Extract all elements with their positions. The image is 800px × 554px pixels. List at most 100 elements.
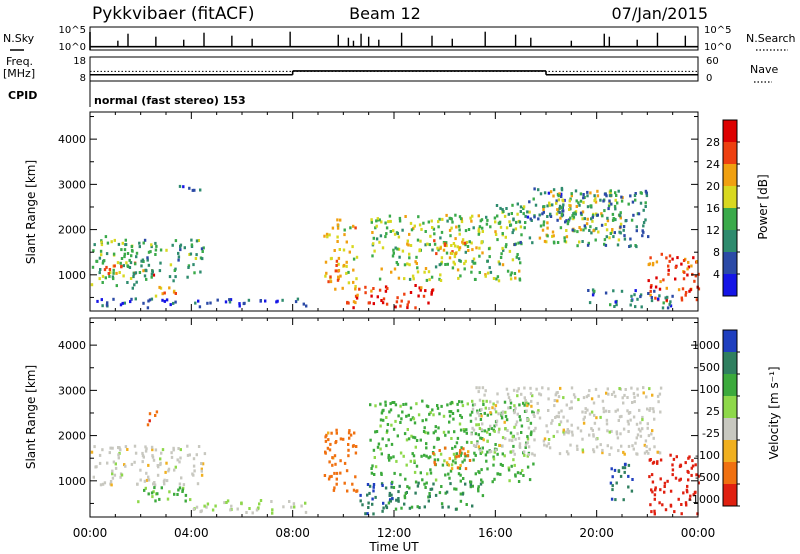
heatmap-cell (629, 194, 632, 198)
heatmap-cell (562, 415, 565, 419)
heatmap-cell (348, 436, 351, 440)
heatmap-cell (582, 193, 585, 196)
heatmap-cell (170, 455, 174, 459)
heatmap-cell (636, 297, 639, 301)
heatmap-cell (667, 264, 670, 268)
heatmap-cell (506, 429, 509, 432)
heatmap-cell (501, 208, 504, 212)
heatmap-cell (470, 270, 473, 274)
heatmap-cell (500, 252, 503, 256)
heatmap-cell (159, 457, 162, 461)
heatmap-cell (397, 490, 400, 494)
heatmap-cell (134, 262, 137, 266)
heatmap-cell (168, 275, 172, 279)
heatmap-cell (94, 465, 97, 469)
colorbar-tick-label: 100 (699, 383, 720, 396)
heatmap-cell (489, 450, 493, 454)
heatmap-cell (442, 414, 446, 418)
heatmap-cell (435, 252, 438, 256)
heatmap-cell (122, 264, 125, 268)
heatmap-cell (449, 234, 452, 238)
heatmap-cell (627, 485, 630, 489)
heatmap-cell (409, 418, 413, 422)
heatmap-cell (597, 394, 600, 398)
heatmap-cell (379, 447, 382, 451)
heatmap-cell (511, 258, 515, 262)
heatmap-cell (656, 460, 659, 464)
heatmap-cell (503, 420, 506, 424)
heatmap-cell (179, 248, 182, 252)
heatmap-cell (389, 402, 392, 406)
heatmap-cell (422, 221, 425, 225)
heatmap-cell (119, 448, 122, 452)
heatmap-cell (380, 452, 383, 456)
heatmap-cell (613, 468, 617, 472)
heatmap-cell (643, 443, 646, 447)
heatmap-cell (474, 278, 477, 281)
heatmap-cell (601, 448, 604, 452)
heatmap-cell (487, 247, 491, 251)
heatmap-cell (378, 240, 381, 244)
heatmap-cell (427, 499, 430, 503)
heatmap-cell (214, 504, 217, 508)
heatmap-cell (474, 444, 477, 448)
heatmap-cell (398, 255, 401, 259)
nsky-baseline (89, 32, 698, 50)
heatmap-cell (407, 413, 410, 417)
heatmap-cell (387, 220, 390, 224)
heatmap-cell (191, 188, 194, 192)
heatmap-cell (603, 238, 607, 242)
heatmap-cell (533, 415, 536, 418)
heatmap-cell (174, 239, 178, 243)
heatmap-cell (479, 482, 483, 486)
heatmap-cell (145, 447, 148, 451)
heatmap-cell (568, 429, 571, 433)
heatmap-cell (630, 218, 634, 222)
heatmap-cell (584, 226, 587, 230)
heatmap-cell (351, 482, 354, 486)
heatmap-cell (126, 281, 129, 284)
heatmap-cell (661, 503, 664, 507)
heatmap-cell (588, 389, 591, 393)
heatmap-cell (98, 256, 102, 260)
heatmap-cell (396, 262, 400, 266)
heatmap-cell (393, 267, 397, 271)
heatmap-cell (495, 204, 499, 207)
heatmap-cell (122, 274, 125, 278)
heatmap-cell (613, 305, 616, 308)
heatmap-cell (271, 511, 274, 515)
heatmap-cell (570, 400, 573, 404)
heatmap-cell (423, 482, 426, 486)
heatmap-cell (378, 288, 382, 292)
heatmap-cell (609, 232, 612, 235)
heatmap-cell (403, 292, 406, 296)
heatmap-cell (228, 298, 231, 302)
heatmap-cell (520, 431, 523, 434)
heatmap-cell (653, 497, 656, 501)
heatmap-cell (190, 245, 194, 248)
heatmap-cell (559, 216, 562, 220)
heatmap-cell (636, 433, 640, 437)
heatmap-cell (145, 471, 148, 475)
heatmap-cell (339, 471, 342, 475)
heatmap-cell (346, 489, 349, 493)
heatmap-cell (375, 430, 379, 433)
heatmap-cell (168, 286, 171, 290)
heatmap-cell (111, 275, 115, 279)
heatmap-cell (497, 260, 500, 264)
heatmap-cell (370, 289, 373, 293)
heatmap-cell (623, 237, 627, 241)
heatmap-cell (546, 215, 549, 218)
heatmap-cell (486, 259, 489, 263)
heatmap-cell (150, 297, 154, 301)
heatmap-cell (459, 428, 463, 432)
heatmap-cell (649, 293, 652, 297)
heatmap-cell (129, 277, 133, 280)
heatmap-cell (477, 227, 481, 231)
heatmap-cell (271, 508, 274, 512)
heatmap-cell (682, 277, 686, 281)
heatmap-cell (647, 279, 650, 283)
heatmap-cell (543, 443, 546, 447)
heatmap-cell (347, 270, 350, 274)
heatmap-cell (690, 264, 693, 268)
